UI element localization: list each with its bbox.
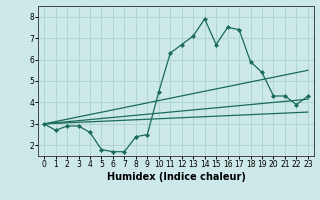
- X-axis label: Humidex (Indice chaleur): Humidex (Indice chaleur): [107, 172, 245, 182]
